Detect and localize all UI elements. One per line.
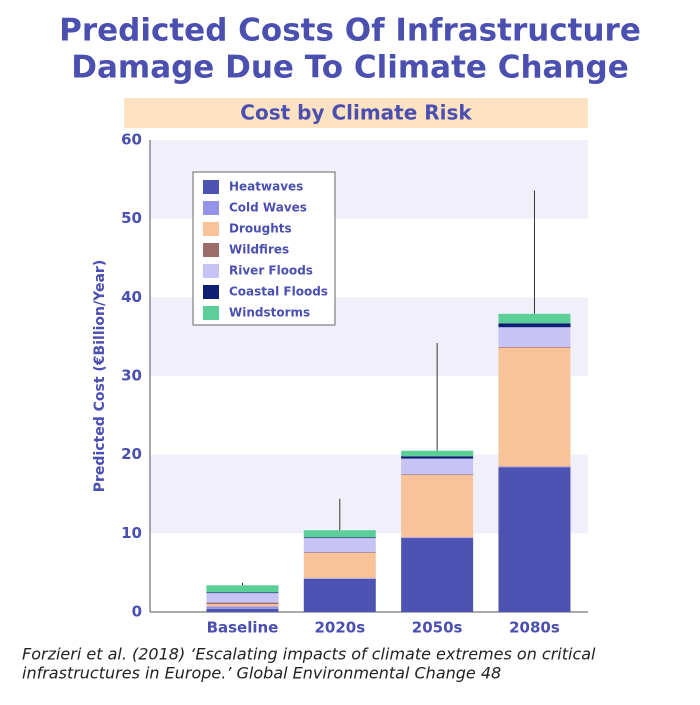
y-tick-label: 30 — [121, 367, 142, 385]
legend-box — [192, 171, 336, 326]
chart-title: Predicted Costs Of Infrastructure — [59, 13, 641, 49]
bar-segment — [303, 552, 376, 553]
bar-segment — [401, 458, 474, 475]
bar-segment — [498, 346, 571, 348]
bar-segment — [401, 450, 474, 457]
bar-segment — [498, 323, 571, 328]
bar-segment — [303, 578, 376, 579]
legend-swatch — [203, 264, 219, 278]
bar-segment — [303, 578, 376, 612]
bar-segment — [401, 456, 474, 459]
chart-title: Damage Due To Climate Change — [71, 50, 629, 86]
x-tick-label: Baseline — [207, 619, 279, 637]
bar-segment — [206, 604, 279, 607]
bar-segment — [206, 585, 279, 593]
bar-segment — [303, 530, 376, 538]
legend-label: River Floods — [229, 264, 313, 278]
bar-segment — [206, 593, 279, 603]
legend-swatch — [203, 201, 219, 215]
bar-segment — [303, 553, 376, 579]
bar-segment — [206, 606, 279, 609]
bar-segment — [498, 466, 571, 468]
legend-label: Heatwaves — [229, 180, 303, 194]
bar-segment — [498, 347, 571, 467]
legend-label: Wildfires — [229, 243, 289, 257]
legend-swatch — [203, 180, 219, 194]
y-tick-label: 60 — [121, 131, 142, 149]
bar-segment — [206, 592, 279, 594]
legend-swatch — [203, 306, 219, 320]
bar-segment — [498, 467, 571, 612]
legend-swatch — [203, 285, 219, 299]
subtitle: Cost by Climate Risk — [240, 101, 472, 125]
bar-segment — [498, 327, 571, 347]
source: infrastructures in Europe.’ Global Envir… — [22, 664, 501, 683]
legend-label: Droughts — [229, 222, 292, 236]
bar-segment — [206, 608, 279, 612]
y-tick-label: 0 — [132, 603, 142, 621]
y-tick-label: 50 — [121, 209, 142, 227]
legend-label: Cold Waves — [229, 201, 307, 215]
bar-segment — [401, 475, 474, 538]
bar-segment — [498, 313, 571, 324]
bar-segment — [401, 474, 474, 476]
legend-swatch — [203, 222, 219, 236]
subtitle-band — [124, 98, 588, 128]
x-tick-label: 2080s — [509, 619, 560, 637]
y-tick-label: 40 — [121, 288, 142, 306]
legend-label: Windstorms — [229, 306, 310, 320]
legend-swatch — [203, 243, 219, 257]
bar-segment — [401, 538, 474, 612]
bar-segment — [303, 537, 376, 539]
bar-segment — [206, 602, 279, 605]
y-tick-label: 20 — [121, 445, 142, 463]
x-tick-label: 2050s — [412, 619, 463, 637]
legend-label: Coastal Floods — [229, 285, 328, 299]
source: Forzieri et al. (2018) ‘Escalating impac… — [22, 645, 596, 664]
bar-segment — [303, 538, 376, 553]
x-tick-label: 2020s — [314, 619, 365, 637]
y-tick-label: 10 — [121, 524, 142, 542]
bar-segment — [401, 537, 474, 539]
y-axis-label: Predicted Cost (€Billion/Year) — [92, 260, 108, 492]
